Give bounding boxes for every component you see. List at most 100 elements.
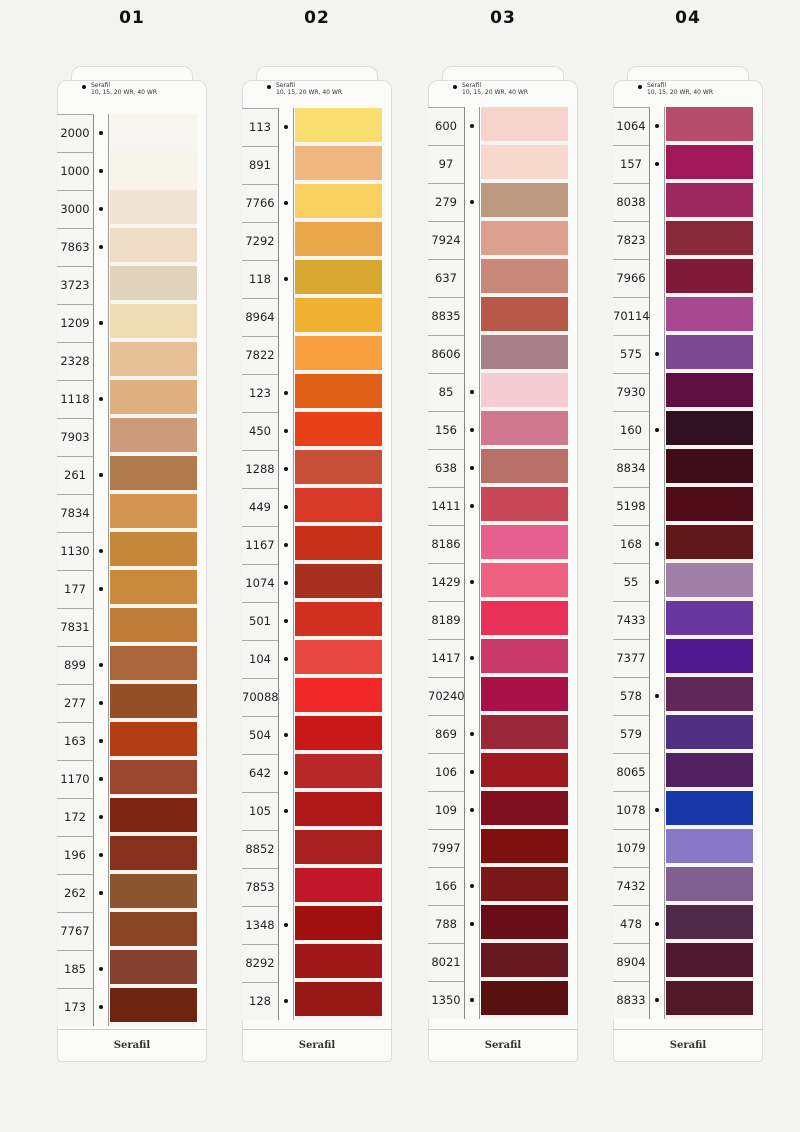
color-code: 156 — [428, 411, 465, 449]
swatch-row: 160 — [613, 411, 763, 449]
color-code: 7432 — [613, 867, 650, 905]
color-swatch — [295, 754, 382, 792]
swatch-row: 261 — [57, 456, 207, 494]
availability-cell — [465, 297, 480, 335]
swatch-row: 1118 — [57, 380, 207, 418]
color-code: 163 — [57, 722, 94, 760]
color-swatch — [666, 753, 753, 791]
availability-cell — [279, 678, 294, 716]
color-swatch — [481, 943, 568, 981]
color-swatch — [666, 145, 753, 183]
availability-dot-icon — [99, 397, 103, 401]
color-swatch — [295, 792, 382, 830]
color-swatch — [666, 487, 753, 525]
color-swatch — [481, 259, 568, 297]
swatch-row: 8021 — [428, 943, 578, 981]
availability-dot-icon — [470, 656, 474, 660]
color-swatch — [295, 146, 382, 184]
color-swatch — [295, 222, 382, 260]
color-code: 123 — [242, 374, 279, 412]
availability-dot-icon — [655, 808, 659, 812]
availability-dot-icon — [655, 542, 659, 546]
color-code: 157 — [613, 145, 650, 183]
color-code: 1078 — [613, 791, 650, 829]
color-code: 128 — [242, 982, 279, 1020]
availability-dot-icon — [655, 580, 659, 584]
availability-cell — [94, 722, 109, 760]
swatch-row: 8904 — [613, 943, 763, 981]
color-code: 7903 — [57, 418, 94, 456]
availability-dot-icon — [284, 999, 288, 1003]
availability-dot-icon — [99, 207, 103, 211]
header-brand: Serafil — [91, 82, 111, 89]
swatch-row: 262 — [57, 874, 207, 912]
swatch-row: 637 — [428, 259, 578, 297]
swatch-row: 70240 — [428, 677, 578, 715]
color-code: 7997 — [428, 829, 465, 867]
color-swatch — [666, 905, 753, 943]
availability-cell — [279, 754, 294, 792]
header-sizes: 10, 15, 20 WR, 40 WR — [462, 89, 528, 96]
color-code: 7766 — [242, 184, 279, 222]
color-code: 1118 — [57, 380, 94, 418]
availability-dot-icon — [284, 619, 288, 623]
color-code: 70114 — [613, 297, 650, 335]
color-swatch — [110, 760, 197, 798]
availability-dot-icon — [99, 967, 103, 971]
availability-cell — [650, 221, 665, 259]
availability-cell — [650, 487, 665, 525]
swatch-row: 168 — [613, 525, 763, 563]
color-swatch — [481, 639, 568, 677]
availability-cell — [650, 791, 665, 829]
swatch-row: 7433 — [613, 601, 763, 639]
swatch-row: 788 — [428, 905, 578, 943]
color-swatch — [481, 867, 568, 905]
color-swatch — [481, 145, 568, 183]
swatch-row: 7930 — [613, 373, 763, 411]
column-title: 04 — [675, 8, 701, 28]
availability-cell — [465, 449, 480, 487]
color-code: 8834 — [613, 449, 650, 487]
color-swatch — [666, 715, 753, 753]
color-swatch — [110, 190, 197, 228]
swatch-row: 8038 — [613, 183, 763, 221]
availability-dot-icon — [284, 467, 288, 471]
availability-cell — [94, 494, 109, 532]
color-code: 501 — [242, 602, 279, 640]
availability-cell — [279, 564, 294, 602]
color-swatch — [481, 107, 568, 145]
swatch-row: 1170 — [57, 760, 207, 798]
color-swatch — [666, 373, 753, 411]
availability-dot-icon — [99, 131, 103, 135]
availability-dot-icon — [99, 549, 103, 553]
color-code: 277 — [57, 684, 94, 722]
availability-cell — [650, 145, 665, 183]
color-code: 449 — [242, 488, 279, 526]
header-brand: Serafil — [462, 82, 482, 89]
color-swatch — [666, 677, 753, 715]
availability-cell — [650, 943, 665, 981]
color-card: Serafil 10, 15, 20 WR, 40 WR 1064 157 8038 78… — [613, 66, 763, 1062]
color-swatch — [666, 639, 753, 677]
availability-cell — [465, 601, 480, 639]
swatch-row: 123 — [242, 374, 392, 412]
color-swatch — [295, 640, 382, 678]
color-swatch — [666, 411, 753, 449]
color-code: 8021 — [428, 943, 465, 981]
color-swatch — [295, 564, 382, 602]
swatch-row: 97 — [428, 145, 578, 183]
availability-cell — [465, 525, 480, 563]
bullet-icon — [82, 85, 86, 89]
header-brand: Serafil — [276, 82, 296, 89]
color-code: 1350 — [428, 981, 465, 1019]
swatch-row: 504 — [242, 716, 392, 754]
color-code: 7831 — [57, 608, 94, 646]
swatch-row: 277 — [57, 684, 207, 722]
color-code: 105 — [242, 792, 279, 830]
color-code: 166 — [428, 867, 465, 905]
swatch-row: 1074 — [242, 564, 392, 602]
availability-cell — [465, 829, 480, 867]
availability-cell — [465, 715, 480, 753]
availability-cell — [465, 145, 480, 183]
color-code: 5198 — [613, 487, 650, 525]
